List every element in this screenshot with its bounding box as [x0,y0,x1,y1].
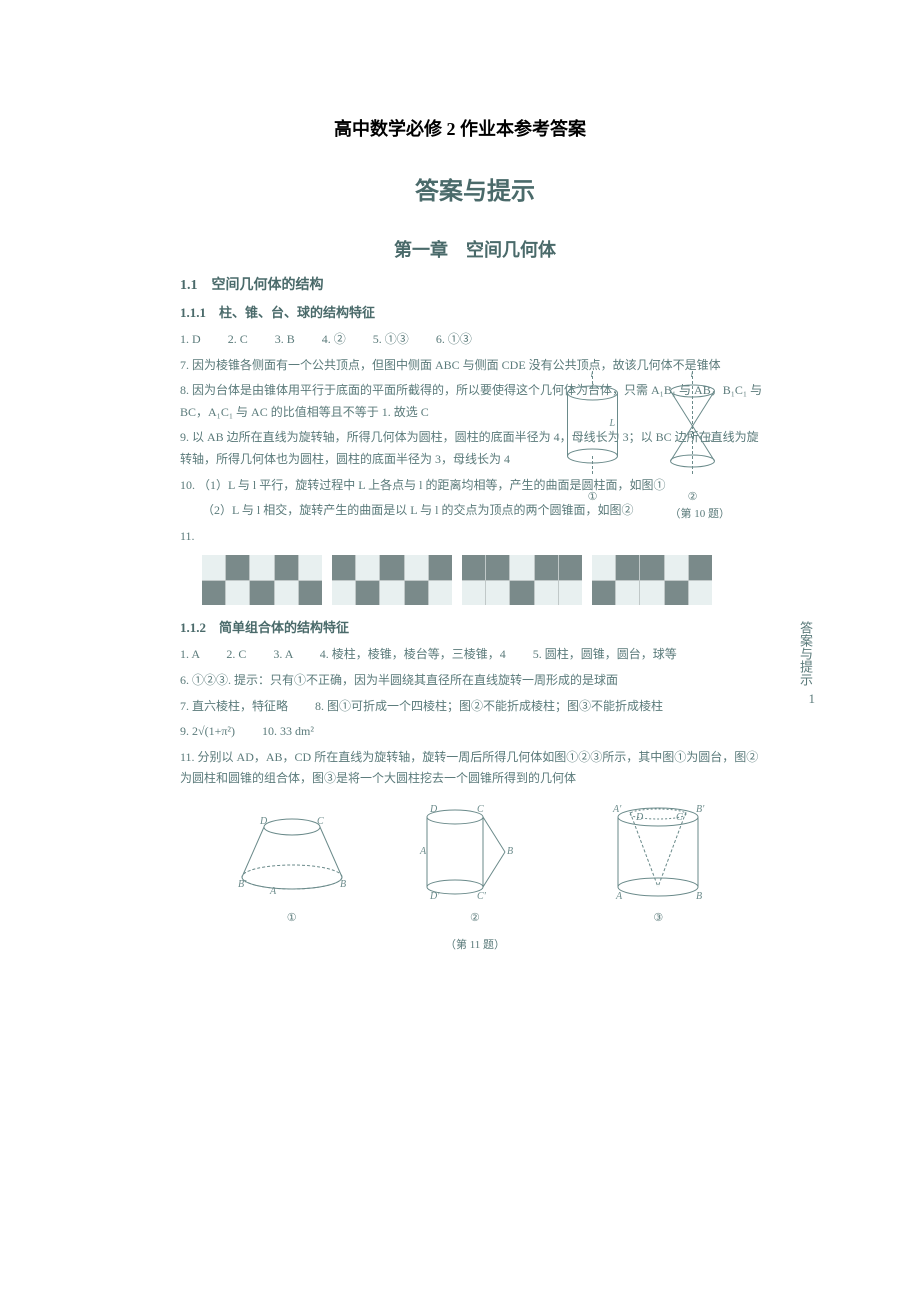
grid-diagram-4 [592,555,712,605]
svg-text:l: l [591,371,594,380]
ans-6: 6. ①③ [436,332,472,346]
figure-11-cylinder-cone: D C A B D' C' ② [405,802,545,924]
answer-row-112-3: 9. 2√(1+π²) 10. 33 dm² [180,721,770,743]
figure-11-frustum: D C B' A B ① [222,802,362,924]
svg-text:B: B [340,879,346,890]
ans-11-label: 11. [180,526,770,548]
ans-4: 4. ② [322,332,346,346]
figure-11-container: D C B' A B ① D C A B D' C' [200,802,750,924]
ans-5: 5. ①③ [373,332,409,346]
ans-2: 2. C [228,332,248,346]
svg-text:B: B [507,846,513,857]
svg-text:A: A [419,846,427,857]
answer-row-112-1: 1. A 2. C 3. A 4. 棱柱，棱锥，棱台等，三棱锥，4 5. 圆柱，… [180,644,770,666]
page-number: 1 [809,691,816,707]
answer-row-1: 1. D 2. C 3. B 4. ② 5. ①③ 6. ①③ [180,329,770,351]
svg-text:A': A' [612,804,622,815]
ans-112-1: 1. A [180,647,199,661]
svg-text:C: C [317,816,324,827]
fig11-label-3: ③ [588,911,728,924]
svg-text:C: C [676,812,683,823]
ans-112-6: 6. ①②③. 提示：只有①不正确，因为半圆绕其直径所在直线旋转一周形成的是球面 [180,670,770,692]
content-area: 答案与提示 第一章 空间几何体 1.1 空间几何体的结构 1.1.1 柱、锥、台… [180,171,770,952]
ans-1: 1. D [180,332,201,346]
svg-text:C: C [477,804,484,815]
page-title: 高中数学必修 2 作业本参考答案 [0,0,920,141]
svg-text:B': B' [238,879,247,890]
fig11-label-1: ① [222,911,362,924]
svg-text:D: D [429,804,438,815]
ans-112-4: 4. 棱柱，棱锥，棱台等，三棱锥，4 [320,647,506,661]
figure-10-cone: L l ② [650,371,735,503]
grid-diagram-2 [332,555,452,605]
svg-text:A: A [615,891,623,902]
ans-112-5: 5. 圆柱，圆锥，圆台，球等 [533,647,677,661]
svg-text:l: l [691,371,694,380]
answer-row-112-2: 7. 直六棱柱，特征略 8. 图①可折成一个四棱柱；图②不能折成棱柱；图③不能折… [180,696,770,718]
svg-text:L: L [609,418,616,429]
grid-diagram-3 [462,555,582,605]
ans-112-3: 3. A [273,647,292,661]
svg-text:D: D [259,816,268,827]
svg-text:L: L [707,433,714,444]
fig11-label-2: ② [405,911,545,924]
ans-112-2: 2. C [226,647,246,661]
ans-112-7: 7. 直六棱柱，特征略 [180,699,288,713]
figure-11-hollow-cylinder: A' B' D C A B ③ [588,802,728,924]
svg-text:D': D' [429,891,440,902]
svg-text:B': B' [696,804,705,815]
grid-diagram-1 [202,555,322,605]
figure-10-cylinder: L l ① [550,371,635,503]
side-tab: 答案与提示 [796,621,815,686]
subsection-1-1-1: 1.1.1 柱、锥、台、球的结构特征 [180,302,770,321]
chapter-title: 第一章 空间几何体 [180,236,770,262]
ans-3: 3. B [275,332,295,346]
svg-text:D: D [635,812,644,823]
main-heading: 答案与提示 [180,171,770,206]
section-1-1: 1.1 空间几何体的结构 [180,274,770,294]
figure-10-caption: （第 10 题） [670,505,731,521]
subsection-1-1-2: 1.1.2 简单组合体的结构特征 [180,617,770,636]
svg-text:C': C' [477,891,487,902]
question-11-diagrams [202,555,770,605]
figure-11-caption: （第 11 题） [180,936,770,952]
ans-112-9: 9. 2√(1+π²) [180,724,235,738]
ans-112-10: 10. 33 dm² [262,724,314,738]
figure-10-container: L l ① L l ② [550,371,750,503]
svg-text:B: B [696,891,702,902]
ans-112-8: 8. 图①可折成一个四棱柱；图②不能折成棱柱；图③不能折成棱柱 [315,699,663,713]
fig10-label-1: ① [550,490,635,503]
svg-text:A: A [269,886,277,897]
fig10-label-2: ② [650,490,735,503]
ans-112-11: 11. 分别以 AD，AB，CD 所在直线为旋转轴，旋转一周后所得几何体如图①②… [180,747,770,790]
